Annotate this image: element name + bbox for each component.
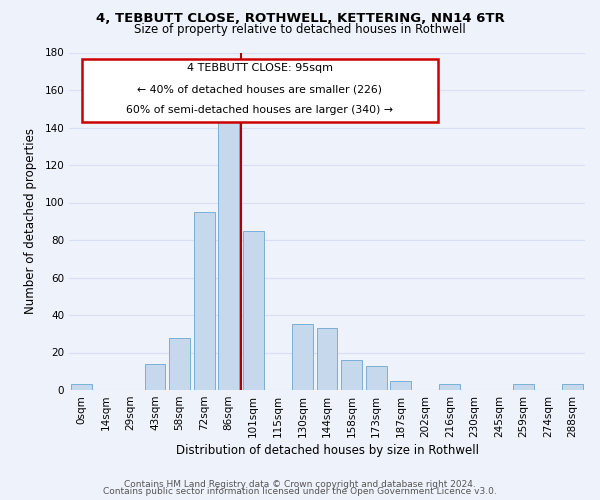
Text: Contains public sector information licensed under the Open Government Licence v3: Contains public sector information licen…	[103, 488, 497, 496]
Bar	[513, 384, 534, 390]
Bar	[169, 338, 190, 390]
Text: 4 TEBBUTT CLOSE: 95sqm: 4 TEBBUTT CLOSE: 95sqm	[187, 64, 333, 74]
Bar	[341, 360, 362, 390]
Text: Contains HM Land Registry data © Crown copyright and database right 2024.: Contains HM Land Registry data © Crown c…	[124, 480, 476, 489]
X-axis label: Distribution of detached houses by size in Rothwell: Distribution of detached houses by size …	[176, 444, 479, 457]
Bar	[194, 212, 215, 390]
Bar	[390, 380, 411, 390]
Text: Size of property relative to detached houses in Rothwell: Size of property relative to detached ho…	[134, 22, 466, 36]
Bar	[365, 366, 386, 390]
Bar	[71, 384, 92, 390]
Y-axis label: Number of detached properties: Number of detached properties	[25, 128, 37, 314]
Bar	[317, 328, 337, 390]
Bar	[562, 384, 583, 390]
Text: 4, TEBBUTT CLOSE, ROTHWELL, KETTERING, NN14 6TR: 4, TEBBUTT CLOSE, ROTHWELL, KETTERING, N…	[95, 12, 505, 26]
Bar	[145, 364, 166, 390]
Bar	[218, 112, 239, 390]
Text: ← 40% of detached houses are smaller (226): ← 40% of detached houses are smaller (22…	[137, 84, 382, 94]
Bar	[243, 230, 264, 390]
Text: 60% of semi-detached houses are larger (340) →: 60% of semi-detached houses are larger (…	[127, 105, 394, 115]
Bar	[292, 324, 313, 390]
FancyBboxPatch shape	[82, 59, 438, 122]
Bar	[439, 384, 460, 390]
